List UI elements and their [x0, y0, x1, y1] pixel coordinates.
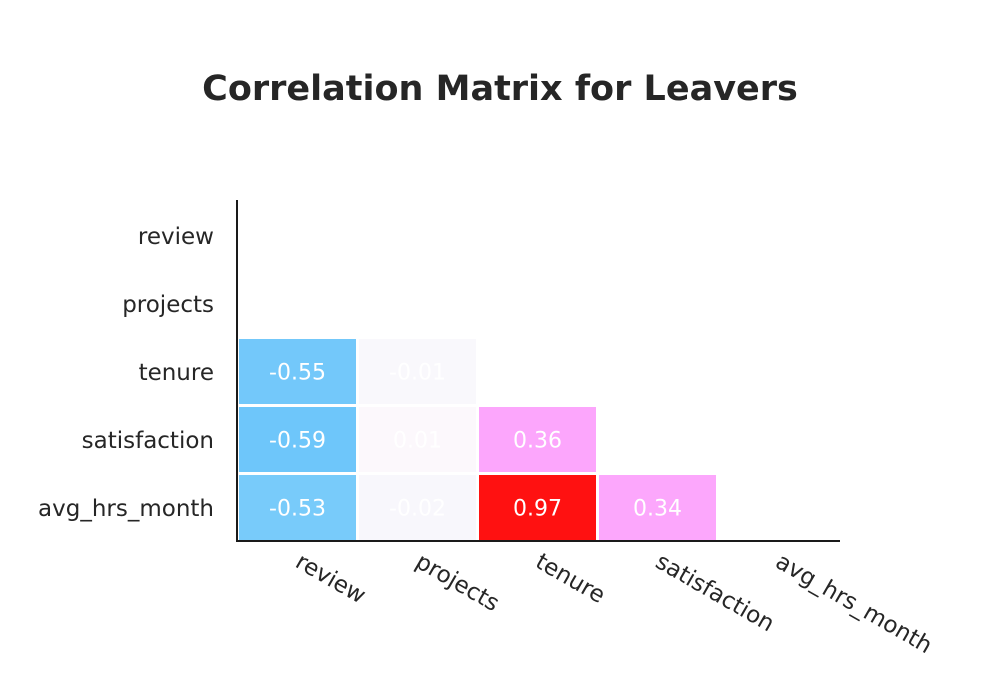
y-tick-label-review: review	[138, 224, 214, 250]
x-tick-label-tenure: tenure	[531, 549, 609, 609]
heatmap-cell-avg-hrs-month-review	[239, 475, 356, 540]
y-tick-label-avg-hrs-month: avg_hrs_month	[38, 496, 214, 522]
heatmap-cell-value-tenure-review: -0.55	[269, 361, 326, 386]
heatmap-cell-avg-hrs-month-tenure	[479, 475, 596, 540]
heatmap-cell-satisfaction-tenure	[479, 407, 596, 472]
x-axis-tick-labels: review projects tenure satisfactionavg_hrs_…	[291, 549, 936, 660]
heatmap-cells	[239, 339, 716, 540]
x-tick-label-review: review	[291, 549, 370, 610]
x-tick-label-avg-hrs-month: avg_hrs_month	[771, 549, 936, 660]
heatmap-cell-value-satisfaction-tenure: 0.36	[513, 429, 562, 454]
x-tick-label-satisfaction: satisfaction	[651, 549, 779, 638]
heatmap-cell-labels: -0.55 -0.01 -0.59 0.01 0.36 -0.53 -0.02 0.97 0.3…	[269, 361, 682, 522]
heatmap-cell-value-avg-hrs-month-review: -0.53	[269, 497, 326, 522]
y-tick-label-tenure: tenure	[139, 360, 214, 386]
y-tick-label-projects: projects	[122, 292, 214, 318]
heatmap-cell-value-tenure-projects: -0.01	[389, 361, 446, 386]
x-tick-label-projects: projects	[411, 549, 504, 617]
heatmap-cell-tenure-projects	[359, 339, 476, 404]
heatmap-cell-value-avg-hrs-month-tenure: 0.97	[513, 497, 562, 522]
y-tick-label-satisfaction: satisfaction	[82, 428, 214, 454]
heatmap-cell-value-satisfaction-projects: 0.01	[393, 429, 442, 454]
heatmap-cell-value-avg-hrs-month-projects: -0.02	[389, 497, 446, 522]
heatmap-cell-avg-hrs-month-projects	[359, 475, 476, 540]
y-axis-tick-labels: review projects tenure satisfaction avg_hrs_…	[38, 224, 214, 522]
chart-title: Correlation Matrix for Leavers	[202, 69, 798, 109]
heatmap-cell-satisfaction-review	[239, 407, 356, 472]
heatmap-cell-value-avg-hrs-month-satisfaction: 0.34	[633, 497, 682, 522]
heatmap-cell-value-satisfaction-review: -0.59	[269, 429, 326, 454]
heatmap-cell-avg-hrs-month-satisfaction	[599, 475, 716, 540]
heatmap-cell-tenure-review	[239, 339, 356, 404]
heatmap-cell-satisfaction-projects	[359, 407, 476, 472]
